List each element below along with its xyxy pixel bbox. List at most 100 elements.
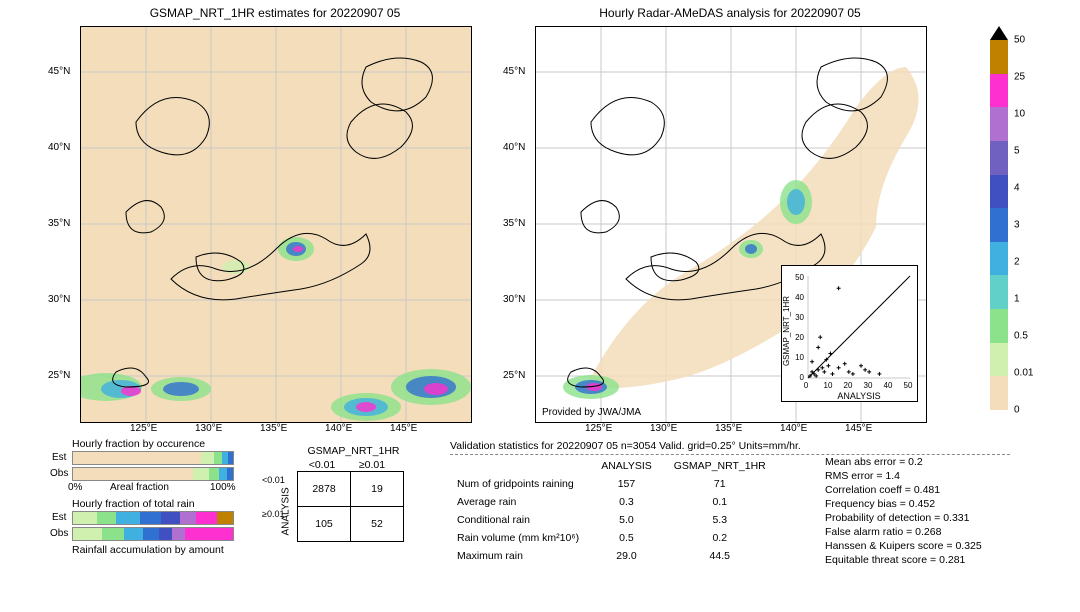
- colorbar: 00.010.512345102550: [990, 40, 1008, 410]
- colorbar-tick: 25: [1014, 72, 1025, 83]
- attribution-text: Provided by JWA/JMA: [542, 407, 641, 418]
- colorbar-tick: 0: [1014, 405, 1020, 416]
- cell: 105: [298, 507, 351, 542]
- svg-text:0: 0: [804, 381, 809, 390]
- fraction-bar-tot-obs: [72, 527, 234, 541]
- xtick: 125°E: [585, 423, 612, 434]
- stat-line: Equitable threat score = 0.281: [825, 554, 982, 566]
- ytick: 30°N: [48, 294, 70, 305]
- xtick: 140°E: [325, 423, 352, 434]
- svg-text:40: 40: [795, 293, 804, 302]
- obs-label: Obs: [50, 468, 68, 479]
- svg-text:30: 30: [864, 381, 873, 390]
- colorbar-tick: 5: [1014, 146, 1020, 157]
- stat-key: Average rain: [447, 494, 589, 510]
- scatter-inset: 0 10 20 30 40 50 0 10 20 30 40 50 ANALYSIS GSMAP_N…: [781, 265, 918, 402]
- obs-label: Obs: [50, 528, 68, 539]
- stat-line: Mean abs error = 0.2: [825, 456, 982, 468]
- ytick: 45°N: [48, 66, 70, 77]
- colorbar-tick: 10: [1014, 109, 1025, 120]
- colorbar-tick: 2: [1014, 257, 1020, 268]
- stat-gsmap: 5.3: [664, 512, 776, 528]
- stat-analysis: 5.0: [591, 512, 662, 528]
- ytick: 45°N: [503, 66, 525, 77]
- fraction-occ-title: Hourly fraction by occurence: [72, 438, 205, 450]
- stat-line: RMS error = 1.4: [825, 470, 982, 482]
- right-map-panel: Provided by JWA/JMA 0 10 20 30 40 50 0 10 20 30 4…: [535, 26, 927, 423]
- svg-text:20: 20: [844, 381, 853, 390]
- stat-line: Hanssen & Kuipers score = 0.325: [825, 540, 982, 552]
- stat-gsmap: 71: [664, 476, 776, 492]
- left-map-title: GSMAP_NRT_1HR estimates for 20220907 05: [80, 6, 470, 20]
- xtick: 140°E: [780, 423, 807, 434]
- validation-stats-right: Mean abs error = 0.2 RMS error = 1.4 Corre…: [825, 456, 982, 568]
- stat-gsmap: 44.5: [664, 548, 776, 564]
- svg-text:10: 10: [795, 353, 804, 362]
- col1: ANALYSIS: [591, 458, 662, 474]
- xlabel: Areal fraction: [110, 482, 169, 493]
- ytick: 35°N: [48, 218, 70, 229]
- svg-text:20: 20: [795, 333, 804, 342]
- validation-header: Validation statistics for 20220907 05 n=…: [450, 440, 1010, 455]
- cell: 19: [351, 472, 404, 507]
- stat-gsmap: 0.2: [664, 530, 776, 546]
- col2: GSMAP_NRT_1HR: [664, 458, 776, 474]
- colorbar-tick: 0.01: [1014, 368, 1033, 379]
- stat-key: Rain volume (mm km²10⁶): [447, 530, 589, 546]
- colorbar-tick: 0.5: [1014, 331, 1028, 342]
- stat-analysis: 29.0: [591, 548, 662, 564]
- colorbar-tick: 3: [1014, 220, 1020, 231]
- stat-analysis: 157: [591, 476, 662, 492]
- fraction-bar-occ-est: [72, 451, 234, 465]
- right-map-title: Hourly Radar-AMeDAS analysis for 2022090…: [535, 6, 925, 20]
- xtick: 125°E: [130, 423, 157, 434]
- colorbar-tick: 4: [1014, 183, 1020, 194]
- left-map-panel: [80, 26, 472, 423]
- stat-key: Num of gridpoints raining: [447, 476, 589, 492]
- svg-text:50: 50: [795, 273, 804, 282]
- ytick: 30°N: [503, 294, 525, 305]
- scatter-ylabel: GSMAP_NRT_1HR: [782, 296, 791, 366]
- stat-analysis: 0.5: [591, 530, 662, 546]
- row-label: <0.01: [262, 475, 285, 485]
- contingency-table: GSMAP_NRT_1HR ANALYSIS <0.01 ≥0.01 28781…: [275, 445, 404, 542]
- ytick: 25°N: [503, 370, 525, 381]
- scatter-xlabel: ANALYSIS: [837, 391, 880, 401]
- ytick: 35°N: [503, 218, 525, 229]
- stat-line: Frequency bias = 0.452: [825, 498, 982, 510]
- stat-analysis: 0.3: [591, 494, 662, 510]
- cell: 2878: [298, 472, 351, 507]
- cell: 52: [351, 507, 404, 542]
- svg-text:0: 0: [800, 373, 805, 382]
- svg-text:10: 10: [824, 381, 833, 390]
- stat-key: Maximum rain: [447, 548, 589, 564]
- stat-key: Conditional rain: [447, 512, 589, 528]
- contingency-col-header: GSMAP_NRT_1HR: [303, 445, 404, 457]
- est-label: Est: [52, 452, 66, 463]
- est-label: Est: [52, 512, 66, 523]
- x1: 100%: [210, 482, 236, 493]
- x0: 0%: [68, 482, 82, 493]
- ytick: 40°N: [503, 142, 525, 153]
- xtick: 135°E: [715, 423, 742, 434]
- xtick: 145°E: [390, 423, 417, 434]
- stat-line: Probability of detection = 0.331: [825, 512, 982, 524]
- fraction-accum-title: Rainfall accumulation by amount: [72, 544, 224, 556]
- svg-text:50: 50: [904, 381, 913, 390]
- col-label: <0.01: [297, 459, 347, 471]
- xtick: 145°E: [845, 423, 872, 434]
- xtick: 135°E: [260, 423, 287, 434]
- colorbar-tick: 1: [1014, 294, 1020, 305]
- xtick: 130°E: [650, 423, 677, 434]
- stat-line: False alarm ratio = 0.268: [825, 526, 982, 538]
- validation-table: ANALYSISGSMAP_NRT_1HR Num of gridpoints …: [445, 456, 778, 566]
- stat-gsmap: 0.1: [664, 494, 776, 510]
- xtick: 130°E: [195, 423, 222, 434]
- stat-line: Correlation coeff = 0.481: [825, 484, 982, 496]
- row-label: ≥0.01: [262, 509, 284, 519]
- ytick: 25°N: [48, 370, 70, 381]
- fraction-bar-tot-est: [72, 511, 234, 525]
- fraction-tot-title: Hourly fraction of total rain: [72, 498, 195, 510]
- svg-text:30: 30: [795, 313, 804, 322]
- svg-text:40: 40: [884, 381, 893, 390]
